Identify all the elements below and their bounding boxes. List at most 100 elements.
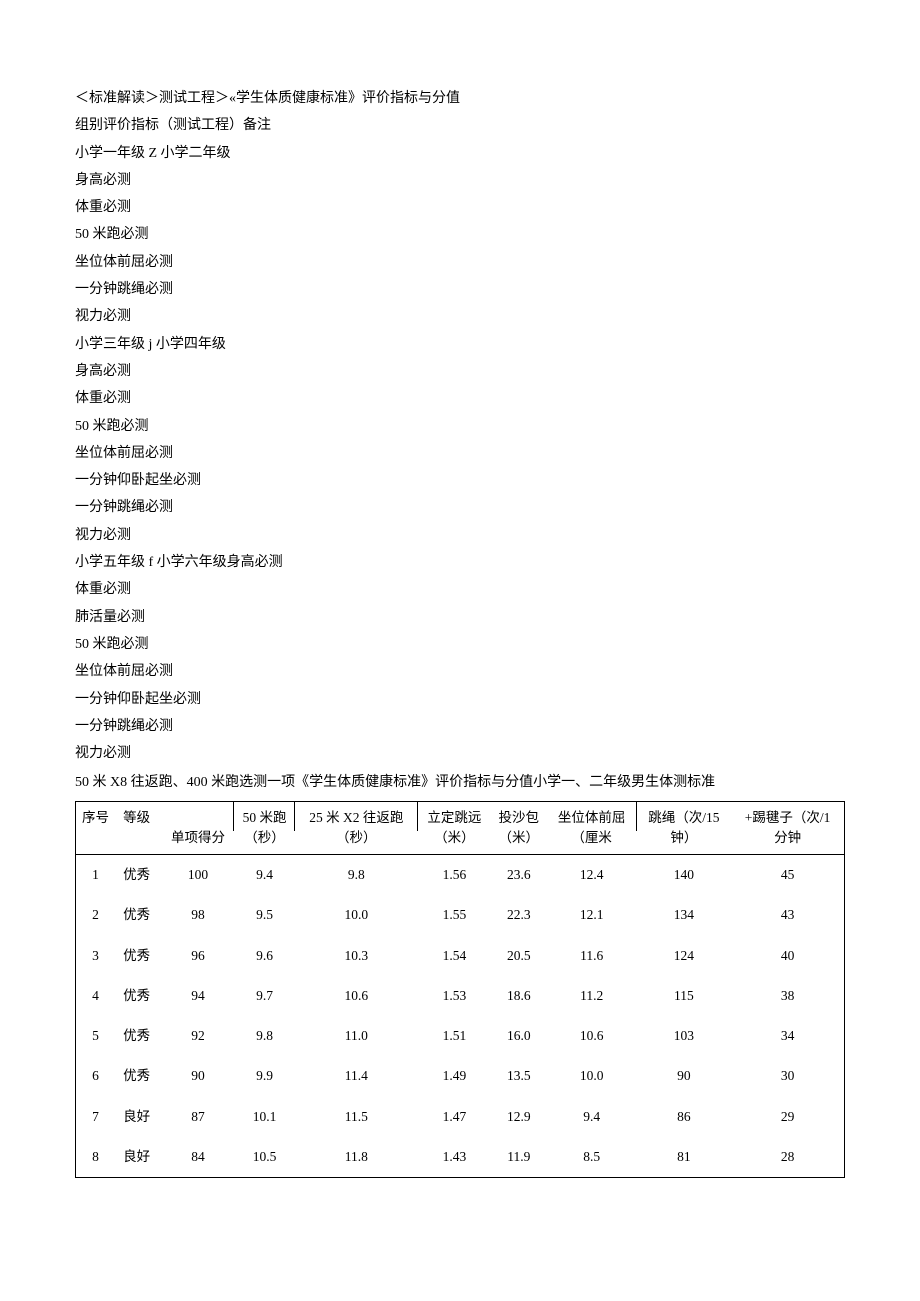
table-cell: 1 [76,855,116,896]
column-header-line1: 跳绳（次/15 [639,808,730,828]
table-cell: 优秀 [115,936,162,976]
intro-line: 肺活量必测 [75,604,845,631]
table-cell: 2 [76,895,116,935]
column-header-line2 [78,828,113,848]
table-row: 2优秀989.510.01.5522.312.113443 [76,895,845,935]
table-cell: 38 [731,976,844,1016]
column-header: 单项得分 [162,801,235,855]
intro-line: 坐位体前屈必测 [75,440,845,467]
table-row: 3优秀969.610.31.5420.511.612440 [76,936,845,976]
table-cell: 7 [76,1097,116,1137]
table-cell: 10.5 [234,1137,294,1178]
table-cell: 12.9 [491,1097,547,1137]
table-cell: 3 [76,936,116,976]
table-cell: 92 [162,1016,235,1056]
column-header: 50 米跑（秒） [234,801,294,855]
column-header-line2: （米） [420,828,489,848]
intro-line: 50 米跑必测 [75,221,845,248]
table-cell: 9.8 [295,855,418,896]
table-row: 4优秀949.710.61.5318.611.211538 [76,976,845,1016]
table-cell: 94 [162,976,235,1016]
table-cell: 9.4 [234,855,294,896]
table-cell: 20.5 [491,936,547,976]
intro-line: 一分钟仰卧起坐必测 [75,467,845,494]
intro-line: 身高必测 [75,167,845,194]
intro-text-block: ＜标准解读＞测试工程＞«学生体质健康标准》评价指标与分值组别评价指标（测试工程）… [75,85,845,767]
table-cell: 1.56 [418,855,491,896]
table-cell: 9.6 [234,936,294,976]
table-cell: 22.3 [491,895,547,935]
table-cell: 96 [162,936,235,976]
table-cell: 10.0 [547,1056,637,1096]
column-header-line2: （秒） [236,828,292,848]
table-cell: 98 [162,895,235,935]
table-cell: 1.43 [418,1137,491,1178]
table-cell: 9.5 [234,895,294,935]
intro-line: 一分钟仰卧起坐必测 [75,686,845,713]
table-row: 6优秀909.911.41.4913.510.09030 [76,1056,845,1096]
table-cell: 1.53 [418,976,491,1016]
table-row: 7良好8710.111.51.4712.99.48629 [76,1097,845,1137]
intro-line: 坐位体前屈必测 [75,658,845,685]
table-cell: 6 [76,1056,116,1096]
table-cell: 1.49 [418,1056,491,1096]
table-cell: 12.1 [547,895,637,935]
table-cell: 11.0 [295,1016,418,1056]
table-cell: 87 [162,1097,235,1137]
table-cell: 115 [637,976,732,1016]
intro-line: 视力必测 [75,740,845,767]
table-cell: 优秀 [115,1016,162,1056]
table-cell: 45 [731,855,844,896]
table-cell: 9.4 [547,1097,637,1137]
table-cell: 8.5 [547,1137,637,1178]
table-cell: 优秀 [115,895,162,935]
table-cell: 10.3 [295,936,418,976]
intro-line: 50 米跑必测 [75,631,845,658]
table-row: 8良好8410.511.81.4311.98.58128 [76,1137,845,1178]
table-row: 1优秀1009.49.81.5623.612.414045 [76,855,845,896]
intro-line: 小学一年级 Z 小学二年级 [75,140,845,167]
table-cell: 优秀 [115,855,162,896]
table-cell: 16.0 [491,1016,547,1056]
intro-line: 体重必测 [75,576,845,603]
column-header-line1: 立定跳远 [420,808,489,828]
table-cell: 1.47 [418,1097,491,1137]
column-header-line2: 单项得分 [164,828,233,848]
column-header-line1: 等级 [123,808,160,828]
table-heading: 50 米 X8 往返跑、400 米跑选测一项《学生体质健康标准》评价指标与分值小… [75,769,845,796]
intro-line: 小学五年级 f 小学六年级身高必测 [75,549,845,576]
table-cell: 9.7 [234,976,294,1016]
column-header: 等级 [115,801,162,855]
standards-table: 序号 等级 单项得分50 米跑（秒）25 米 X2 往返跑（秒）立定跳远（米）投… [75,801,845,1179]
table-body: 1优秀1009.49.81.5623.612.4140452优秀989.510.… [76,855,845,1178]
table-cell: 9.9 [234,1056,294,1096]
column-header-line2 [123,828,160,848]
column-header-line1: 序号 [78,808,113,828]
table-row: 5优秀929.811.01.5116.010.610334 [76,1016,845,1056]
column-header: 序号 [76,801,116,855]
table-cell: 良好 [115,1137,162,1178]
column-header-line1: 25 米 X2 往返跑 [297,808,416,828]
column-header: 投沙包（米） [491,801,547,855]
table-cell: 43 [731,895,844,935]
table-header-row: 序号 等级 单项得分50 米跑（秒）25 米 X2 往返跑（秒）立定跳远（米）投… [76,801,845,855]
table-cell: 1.55 [418,895,491,935]
intro-line: 一分钟跳绳必测 [75,494,845,521]
column-header-line1: 投沙包 [493,808,545,828]
table-cell: 11.8 [295,1137,418,1178]
intro-line: 视力必测 [75,522,845,549]
intro-line: ＜标准解读＞测试工程＞«学生体质健康标准》评价指标与分值 [75,85,845,112]
intro-line: 50 米跑必测 [75,413,845,440]
table-cell: 30 [731,1056,844,1096]
column-header: 25 米 X2 往返跑（秒） [295,801,418,855]
column-header-line1 [164,808,233,828]
intro-line: 小学三年级 j 小学四年级 [75,331,845,358]
table-cell: 11.6 [547,936,637,976]
column-header: 跳绳（次/15钟） [637,801,732,855]
column-header-line2: 钟） [639,828,730,848]
table-cell: 4 [76,976,116,1016]
table-cell: 29 [731,1097,844,1137]
column-header-line2: （米） [493,828,545,848]
table-cell: 134 [637,895,732,935]
table-cell: 11.4 [295,1056,418,1096]
